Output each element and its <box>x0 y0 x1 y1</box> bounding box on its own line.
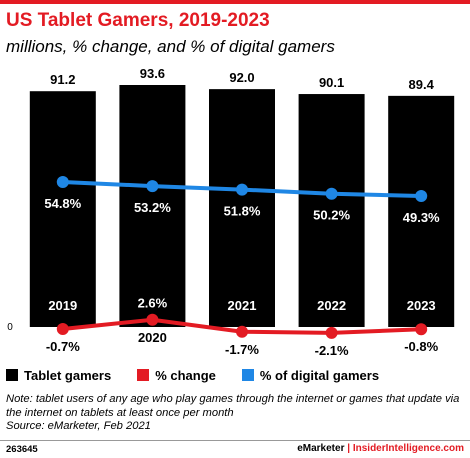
legend-label-digital-gamers: % of digital gamers <box>259 367 380 383</box>
brand-name: eMarketer <box>297 443 345 454</box>
legend-item-percent-change: % change <box>137 368 216 383</box>
point-percent-change-2023 <box>415 323 428 336</box>
point-digital-gamers-2021 <box>236 183 248 196</box>
label-percent-change-2023: -0.8% <box>404 339 438 354</box>
point-digital-gamers-2020 <box>146 180 159 193</box>
category-label-2020: 2020 <box>138 330 167 345</box>
label-digital-gamers-2019: 54.8% <box>44 196 81 211</box>
bar-2022 <box>298 94 365 327</box>
category-label-2021: 2021 <box>228 298 257 313</box>
point-digital-gamers-2022 <box>325 187 338 200</box>
chart-id: 263645 <box>6 444 38 455</box>
chart-note: Note: tablet users of any age who play g… <box>6 393 466 434</box>
legend-label-tablet-gamers: Tablet gamers <box>24 367 112 383</box>
label-percent-change-2022: -2.1% <box>315 343 349 358</box>
legend-item-tablet-gamers: Tablet gamers <box>6 368 111 383</box>
point-digital-gamers-2019 <box>56 176 69 188</box>
label-digital-gamers-2022: 50.2% <box>313 208 350 223</box>
accent-bar <box>0 0 470 4</box>
legend-label-percent-change: % change <box>155 367 216 383</box>
category-label-2019: 2019 <box>48 298 77 313</box>
label-digital-gamers-2021: 51.8% <box>224 204 261 219</box>
bar-value-label-2022: 90.1 <box>319 75 344 90</box>
bar-value-label-2021: 92.0 <box>229 70 254 85</box>
bar-2021 <box>209 89 275 327</box>
legend-item-digital-gamers: % of digital gamers <box>241 367 380 383</box>
legend-swatch-percent-change <box>137 369 150 381</box>
chart-canvas: 0 91.2 93.6 92.0 90.1 89.4 2019 2020 2021 2022 202… <box>7 66 455 358</box>
note-line-1: Note: tablet users of any age who play g… <box>6 393 460 405</box>
point-percent-change-2020 <box>146 313 159 326</box>
label-percent-change-2019: -0.7% <box>46 339 80 354</box>
legend-swatch-digital-gamers <box>241 369 254 381</box>
bar-2023 <box>388 95 455 327</box>
y-axis-zero-label: 0 <box>7 322 13 333</box>
chart-subtitle: millions, % change, and % of digital gam… <box>6 37 335 56</box>
point-percent-change-2022 <box>325 326 338 339</box>
label-percent-change-2020: 2.6% <box>138 296 168 311</box>
chart-title: US Tablet Gamers, 2019-2023 <box>6 10 270 31</box>
bar-value-label-2019: 91.2 <box>50 72 75 87</box>
note-line-2: the internet on tablets at least once pe… <box>6 406 234 419</box>
point-digital-gamers-2023 <box>415 190 428 202</box>
bar-2020 <box>119 85 186 327</box>
label-digital-gamers-2020: 53.2% <box>134 200 171 215</box>
legend: Tablet gamers % change % of digital game… <box>6 366 405 384</box>
bar-value-label-2020: 93.6 <box>140 66 165 81</box>
point-percent-change-2019 <box>56 322 69 335</box>
label-digital-gamers-2023: 49.3% <box>403 210 440 225</box>
category-label-2022: 2022 <box>317 298 346 313</box>
bar-2019 <box>29 91 96 327</box>
brand-site: InsiderIntelligence.com <box>352 443 464 454</box>
point-percent-change-2021 <box>236 325 248 338</box>
label-percent-change-2021: -1.7% <box>225 342 259 357</box>
category-label-2023: 2023 <box>407 298 436 313</box>
bar-value-label-2023: 89.4 <box>409 77 435 92</box>
footer-brand: eMarketer | InsiderIntelligence.com <box>297 443 464 454</box>
brand-separator: | <box>347 443 351 454</box>
footer-divider <box>0 440 470 441</box>
note-source: Source: eMarketer, Feb 2021 <box>6 420 151 433</box>
legend-swatch-tablet-gamers <box>6 369 18 381</box>
